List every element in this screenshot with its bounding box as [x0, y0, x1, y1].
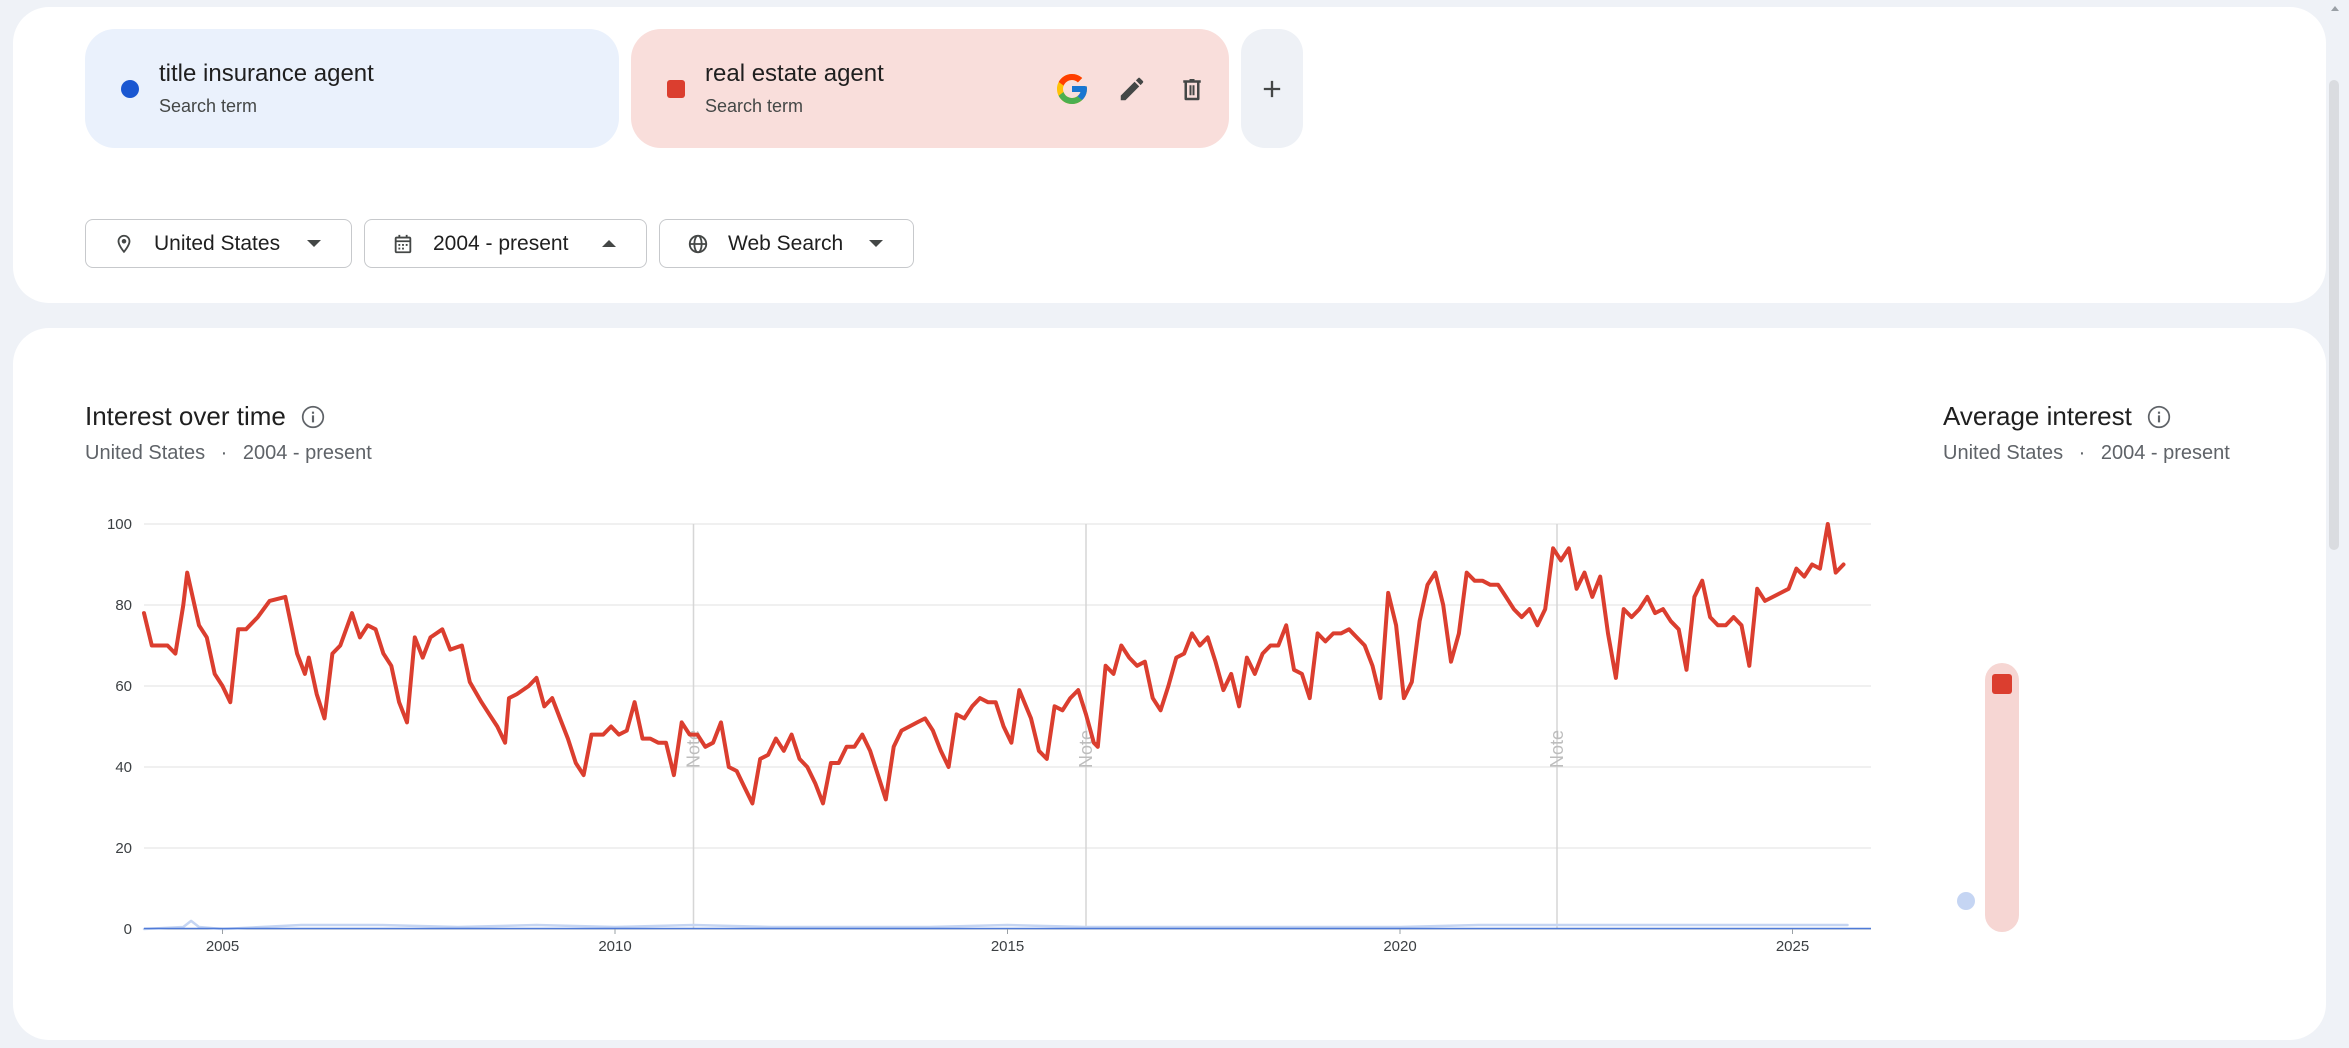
info-icon[interactable]	[2146, 404, 2172, 430]
x-tick-label: 2020	[1383, 938, 1416, 955]
google-icon[interactable]	[1051, 68, 1093, 110]
y-tick-label: 100	[107, 516, 132, 533]
subtitle-time: 2004 - present	[2100, 442, 2230, 464]
subtitle-region: United States	[85, 442, 206, 464]
calendar-icon	[391, 232, 415, 256]
average-marker-real-estate-agent	[1992, 674, 2012, 694]
section-title-text: Average interest	[1943, 401, 2132, 431]
term-type: Search term	[159, 96, 258, 116]
trash-icon[interactable]	[1171, 68, 1213, 110]
globe-icon	[686, 232, 710, 256]
x-tick-label: 2005	[206, 938, 239, 955]
average-interest-chart	[1957, 663, 2019, 932]
y-tick-label: 20	[115, 840, 132, 857]
y-tick-label: 60	[115, 678, 132, 695]
add-term-button[interactable]	[1241, 29, 1303, 148]
time-range-value: 2004 - present	[433, 231, 569, 255]
chevron-down-icon	[307, 240, 321, 247]
subtitle-separator: ·	[220, 442, 228, 464]
interest-over-time-subtitle: United States · 2004 - present	[85, 442, 372, 465]
compare-panel: title insurance agent Search term real e…	[13, 7, 2326, 303]
interest-over-time-title: Interest over time	[85, 401, 326, 432]
interest-over-time-chart: Note Note Note 0 20 40 60 80 100 2005 2010 2015 202…	[107, 516, 2019, 955]
info-icon[interactable]	[300, 404, 326, 430]
plus-icon	[1263, 80, 1281, 97]
section-title-text: Interest over time	[85, 401, 286, 431]
subtitle-region: United States	[1943, 442, 2064, 464]
x-tick-label: 2010	[598, 938, 631, 955]
pencil-icon[interactable]	[1111, 68, 1153, 110]
chevron-down-icon	[869, 240, 883, 247]
subtitle-time: 2004 - present	[242, 442, 372, 464]
interest-over-time-card: Interest over time United States · 2004 …	[13, 328, 2326, 1040]
chart-series	[142, 522, 1871, 931]
average-interest-subtitle: United States · 2004 - present	[1943, 442, 2230, 465]
scroll-up-arrow[interactable]	[2331, 6, 2339, 11]
average-bar-real-estate-agent	[1985, 663, 2019, 932]
term-name: title insurance agent	[159, 60, 374, 87]
chart-axes: 0 20 40 60 80 100 2005 2010 2015 2020 2025	[107, 516, 1809, 955]
average-interest-title: Average interest	[1943, 401, 2172, 432]
y-tick-label: 40	[115, 759, 132, 776]
location-pin-icon	[112, 232, 136, 256]
chevron-up-icon	[602, 240, 616, 247]
series-color-dot-blue	[121, 80, 139, 98]
chart-grid	[144, 523, 1871, 930]
term-type: Search term	[705, 96, 804, 116]
y-tick-label: 0	[124, 921, 132, 938]
scrollbar-thumb[interactable]	[2329, 80, 2339, 550]
search-type-value: Web Search	[728, 231, 844, 255]
y-tick-label: 80	[115, 597, 132, 614]
note-label: Note	[1547, 730, 1567, 768]
search-term-chip-1[interactable]: title insurance agent Search term	[85, 29, 619, 148]
x-tick-label: 2025	[1776, 938, 1809, 955]
average-marker-title-insurance-agent	[1957, 892, 1975, 910]
subtitle-separator: ·	[2078, 442, 2086, 464]
region-filter-dropdown[interactable]: United States	[85, 219, 352, 268]
series-color-square-red	[667, 80, 685, 98]
search-term-chip-2[interactable]: real estate agent Search term	[631, 29, 1229, 148]
search-type-filter-dropdown[interactable]: Web Search	[659, 219, 914, 268]
time-range-filter-dropdown[interactable]: 2004 - present	[364, 219, 647, 268]
term-name: real estate agent	[705, 60, 884, 87]
chart-notes: Note Note Note	[684, 524, 1567, 929]
x-tick-label: 2015	[991, 938, 1024, 955]
series-line	[142, 522, 1846, 806]
region-value: United States	[154, 231, 281, 255]
